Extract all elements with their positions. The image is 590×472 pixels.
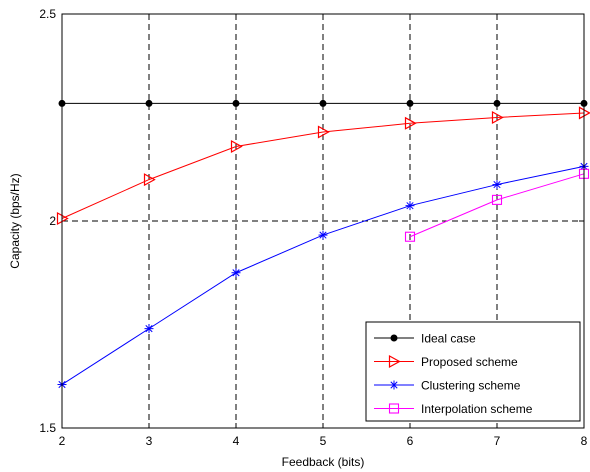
y-tick-label: 1.5 xyxy=(39,421,56,435)
y-axis-label: Capacity (bps/Hz) xyxy=(8,173,22,268)
series-ideal-case xyxy=(58,99,588,107)
data-point-proposed-scheme xyxy=(404,116,417,130)
x-tick-label: 4 xyxy=(233,434,240,448)
plot-frame xyxy=(61,13,585,429)
x-tick-label: 2 xyxy=(59,434,66,448)
data-point-interpolation-scheme xyxy=(491,194,503,205)
legend-swatch-marker xyxy=(390,334,398,342)
series-line-interpolation-scheme xyxy=(409,173,585,238)
series-group xyxy=(56,99,590,390)
legend-item-ideal-case: Ideal case xyxy=(374,332,476,346)
data-point-ideal-case xyxy=(145,99,153,107)
data-point-proposed-scheme xyxy=(491,110,504,125)
legend-item-clustering-scheme: Clustering scheme xyxy=(374,379,521,393)
series-line-proposed-scheme xyxy=(61,112,585,219)
y-tick-label: 2 xyxy=(49,214,56,228)
tick-labels: 2 3 4 5 6 7 81.522.5 xyxy=(39,7,587,448)
legend-swatch-marker xyxy=(389,380,399,390)
data-point-proposed-scheme xyxy=(230,139,243,153)
data-point-ideal-case xyxy=(232,99,240,107)
series-interpolation-scheme xyxy=(404,168,590,242)
y-tick-label: 2.5 xyxy=(39,7,56,21)
data-point-proposed-scheme xyxy=(143,173,156,187)
x-tick-label: 6 xyxy=(407,434,414,448)
x-tick-label: 7 xyxy=(494,434,501,448)
data-point-clustering-scheme xyxy=(318,230,328,240)
x-tick-label: 3 xyxy=(146,434,153,448)
data-point-interpolation-scheme xyxy=(404,231,416,242)
legend: Ideal case Proposed scheme Clustering sche… xyxy=(365,321,581,422)
data-point-clustering-scheme xyxy=(144,324,154,334)
x-tick-label: 5 xyxy=(320,434,327,448)
data-point-ideal-case xyxy=(493,99,501,107)
data-point-ideal-case xyxy=(319,99,327,107)
x-axis-label: Feedback (bits) xyxy=(282,455,365,469)
legend-label: Proposed scheme xyxy=(421,355,518,369)
legend-label: Clustering scheme xyxy=(421,379,521,393)
legend-item-interpolation-scheme: Interpolation scheme xyxy=(374,402,533,416)
legend-item-proposed-scheme: Proposed scheme xyxy=(374,354,518,369)
data-point-clustering-scheme xyxy=(492,180,502,190)
data-point-ideal-case xyxy=(406,99,414,107)
legend-swatch-marker xyxy=(388,354,401,369)
legend-label: Ideal case xyxy=(421,332,476,346)
data-point-clustering-scheme xyxy=(231,268,241,278)
data-point-proposed-scheme xyxy=(317,125,330,139)
legend-swatch-marker xyxy=(388,403,400,414)
legend-label: Interpolation scheme xyxy=(421,402,533,416)
data-point-clustering-scheme xyxy=(405,201,415,211)
x-tick-label: 8 xyxy=(581,434,588,448)
series-clustering-scheme xyxy=(57,161,589,390)
